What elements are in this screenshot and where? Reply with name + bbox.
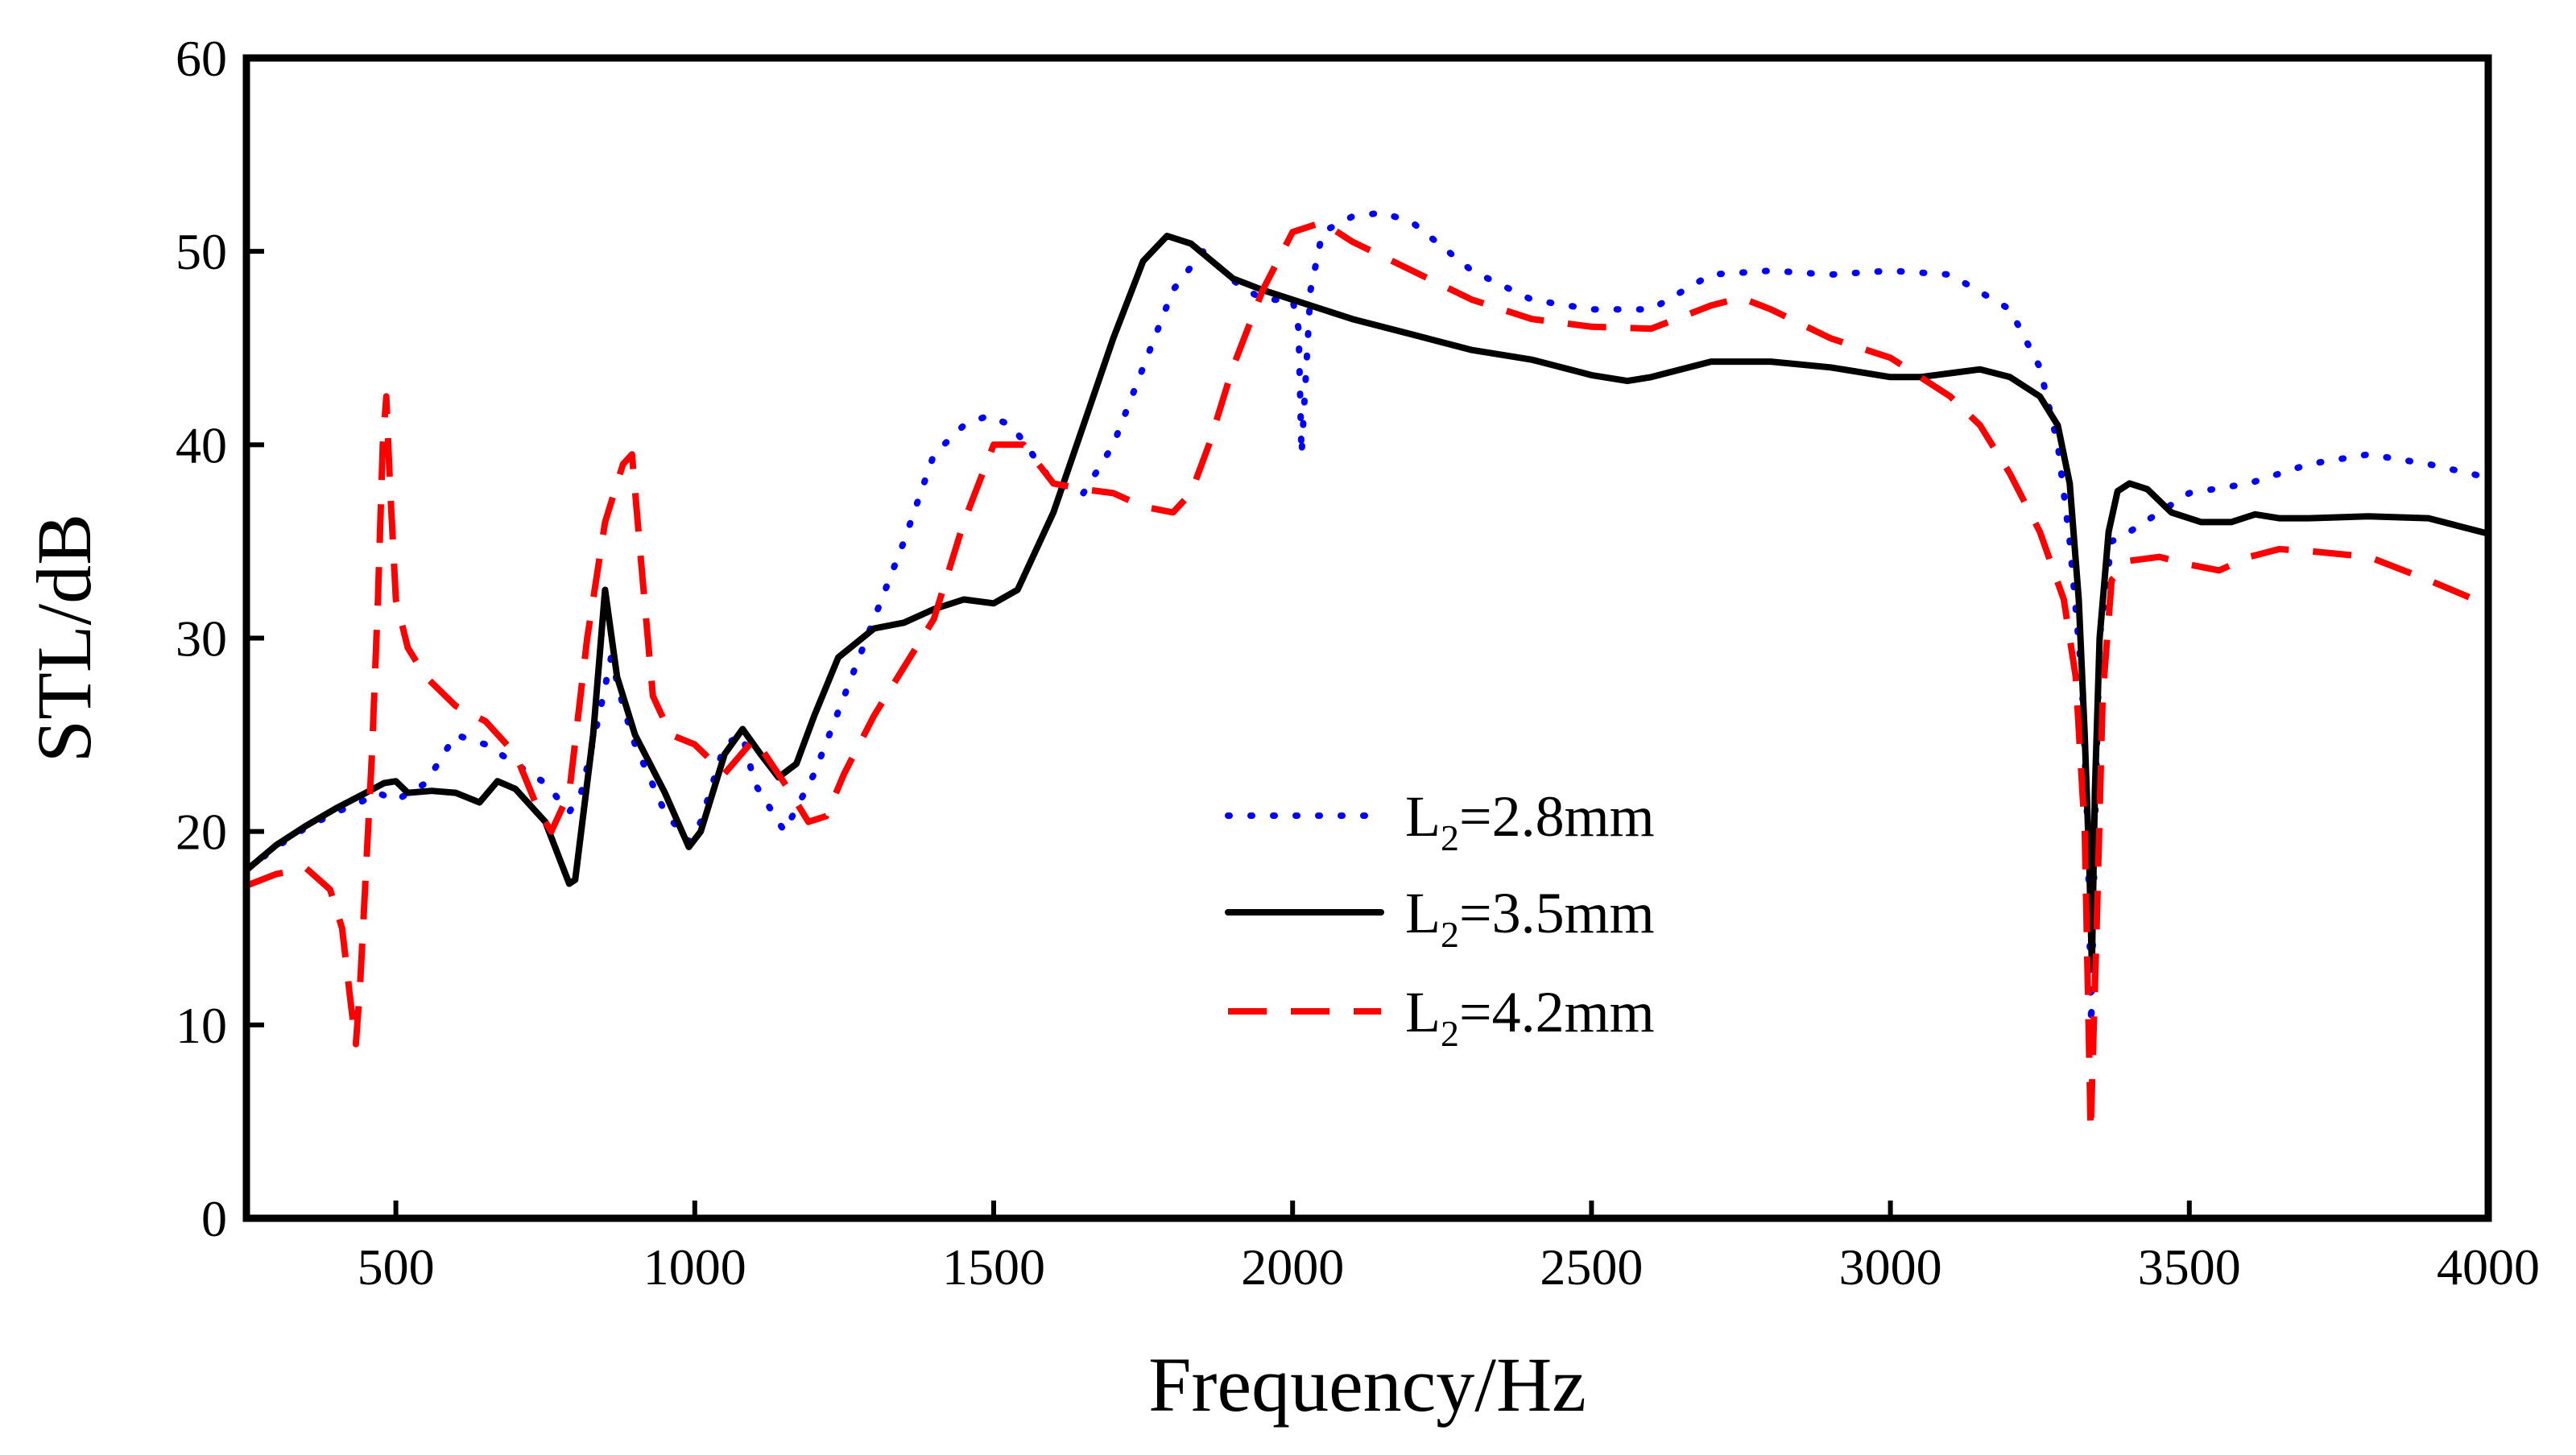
x-tick-label: 500 <box>358 1238 435 1296</box>
series-line-3 <box>246 219 2488 1135</box>
x-tick-label: 3000 <box>1839 1238 1942 1296</box>
y-tick-label: 20 <box>176 804 227 861</box>
x-tick-label: 2000 <box>1241 1238 1344 1296</box>
y-tick-label: 30 <box>176 610 227 668</box>
ticks-layer: 500 1000 1500 2000 2500 3000 3500 4000 0 10 20 30 40… <box>176 30 2540 1296</box>
legend-label-2: L2=3.5mm <box>1405 881 1655 955</box>
y-tick-label: 10 <box>176 997 227 1054</box>
legend: L2=2.8mm L2=3.5mm L2=4.2mm <box>1225 784 1655 1054</box>
series-line-2 <box>246 233 2488 970</box>
series-layer <box>246 209 2488 1135</box>
x-tick-label: 4000 <box>2437 1238 2540 1296</box>
y-tick-label: 40 <box>176 416 227 473</box>
x-tick-label: 1500 <box>942 1238 1045 1296</box>
x-axis-title: Frequency/Hz <box>1148 1341 1586 1428</box>
legend-label-3: L2=4.2mm <box>1405 980 1655 1054</box>
y-axis-title: STL/dB <box>21 514 107 763</box>
series-line-1 <box>246 209 2488 1028</box>
x-tick-label: 1000 <box>643 1238 746 1296</box>
y-tick-label: 0 <box>201 1190 227 1247</box>
x-tick-label: 2500 <box>1540 1238 1643 1296</box>
x-tick-label: 3500 <box>2138 1238 2241 1296</box>
y-tick-label: 60 <box>176 30 227 87</box>
legend-label-1: L2=2.8mm <box>1405 784 1655 858</box>
y-tick-label: 50 <box>176 223 227 280</box>
